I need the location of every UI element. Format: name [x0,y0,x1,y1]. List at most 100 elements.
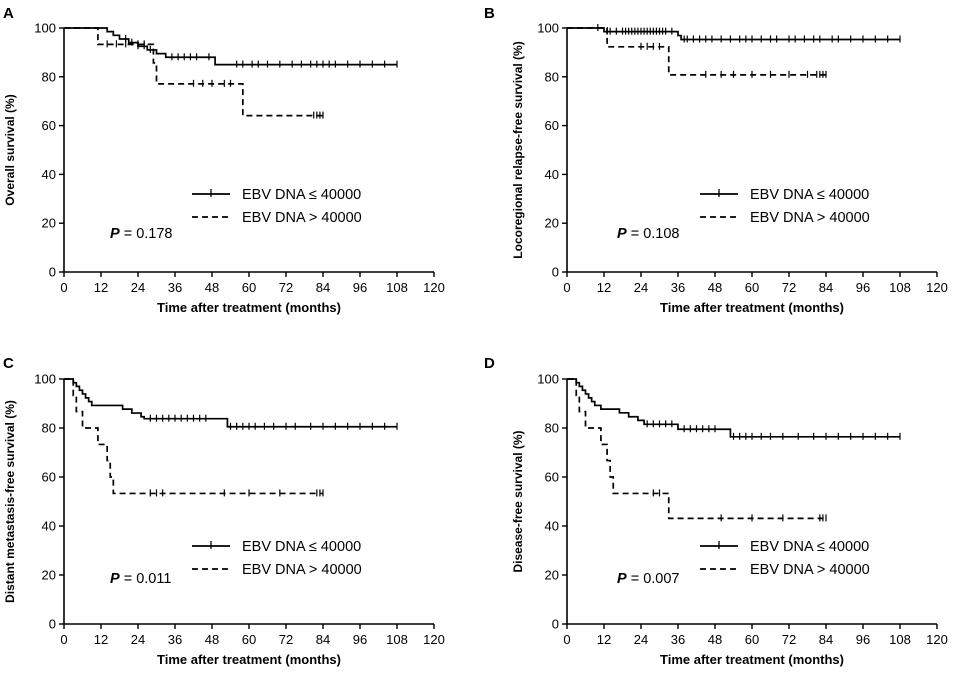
x-tick-label: 72 [279,280,293,295]
y-tick-label: 80 [42,69,56,84]
x-tick-label: 108 [889,632,911,647]
y-axis-label: Disease-free survival (%) [511,430,525,572]
y-tick-label: 80 [42,421,56,436]
series-dashed-line [64,378,323,495]
y-tick-label: 40 [545,167,559,182]
y-tick-label: 40 [545,519,559,534]
panel-letter: D [484,355,495,372]
x-tick-label: 60 [745,280,759,295]
y-axis-label: Locoregional relapse-free survival (%) [511,41,525,258]
x-tick-label: 48 [205,632,219,647]
legend-label-1: EBV DNA ≤ 40000 [750,539,869,555]
legend-label-1: EBV DNA ≤ 40000 [242,187,361,203]
p-value: P = 0.108 [617,226,679,242]
x-tick-label: 36 [671,632,685,647]
p-number: = 0.108 [627,226,680,242]
p-value: P = 0.007 [617,571,679,587]
x-tick-label: 12 [94,280,108,295]
p-value: P = 0.011 [110,571,171,587]
x-tick-label: 60 [242,280,256,295]
legend-label-1: EBV DNA ≤ 40000 [242,539,361,555]
y-tick-label: 20 [42,216,56,231]
x-tick-label: 0 [563,280,570,295]
x-tick-label: 24 [131,632,145,647]
y-tick-label: 40 [42,519,56,534]
series-dashed-line [64,27,323,117]
y-tick-label: 20 [545,568,559,583]
y-tick-label: 0 [49,265,56,280]
x-tick-label: 72 [782,280,796,295]
y-tick-label: 60 [545,118,559,133]
x-tick-label: 72 [782,632,796,647]
p-number: = 0.007 [627,571,680,587]
x-tick-label: 96 [856,632,870,647]
x-tick-label: 120 [423,632,445,647]
panel-letter: A [3,5,14,22]
p-label: P [617,571,627,587]
x-axis-label: Time after treatment (months) [660,300,844,315]
x-tick-label: 84 [819,280,833,295]
panel-letter: C [3,355,14,372]
y-tick-label: 0 [49,617,56,632]
legend-label-2: EBV DNA > 40000 [242,210,362,226]
series-dashed-line [567,378,826,520]
x-axis-label: Time after treatment (months) [660,652,844,667]
y-tick-label: 20 [545,216,559,231]
x-tick-label: 0 [563,632,570,647]
x-tick-label: 0 [60,280,67,295]
y-tick-label: 80 [545,69,559,84]
x-tick-label: 120 [423,280,445,295]
y-tick-label: 100 [34,21,56,36]
y-tick-label: 100 [537,21,559,36]
series-solid-line [64,27,397,66]
x-tick-label: 96 [353,280,367,295]
x-tick-label: 36 [168,280,182,295]
x-tick-label: 36 [168,632,182,647]
legend-label-2: EBV DNA > 40000 [750,210,870,226]
legend-label-2: EBV DNA > 40000 [750,562,870,578]
x-tick-label: 108 [386,632,408,647]
series-solid-line [567,378,900,438]
x-tick-label: 48 [205,280,219,295]
y-tick-label: 100 [34,372,56,387]
x-tick-label: 72 [279,632,293,647]
x-tick-label: 12 [94,632,108,647]
y-tick-label: 100 [537,372,559,387]
x-tick-label: 84 [316,280,330,295]
x-tick-label: 12 [597,632,611,647]
x-tick-label: 96 [353,632,367,647]
x-tick-label: 24 [634,280,648,295]
x-tick-label: 84 [819,632,833,647]
y-tick-label: 60 [42,470,56,485]
series-solid-line [64,378,397,428]
x-axis-label: Time after treatment (months) [157,652,341,667]
x-tick-label: 120 [926,280,948,295]
x-tick-label: 0 [60,632,67,647]
x-axis-label: Time after treatment (months) [157,300,341,315]
x-tick-label: 24 [131,280,145,295]
x-tick-label: 120 [926,632,948,647]
p-label: P [110,571,120,587]
p-value: P = 0.178 [110,226,172,242]
panel-b: B 0 20 40 60 80 100 0 12 24 36 48 60 72 84 96 108 120 Time… [484,5,948,315]
y-tick-label: 20 [42,568,56,583]
legend-label-1: EBV DNA ≤ 40000 [750,187,869,203]
series-dashed-line [567,27,826,76]
p-number: = 0.011 [120,571,172,587]
p-number: = 0.178 [120,226,173,242]
p-label: P [110,226,120,242]
panel-a: A 0 20 40 60 80 100 0 12 24 36 48 60 72 84 96 108 120 Time… [3,5,445,315]
x-tick-label: 96 [856,280,870,295]
y-axis-label: Distant metastasis-free survival (%) [3,400,17,603]
x-tick-label: 36 [671,280,685,295]
x-tick-label: 24 [634,632,648,647]
y-tick-label: 0 [552,617,559,632]
p-label: P [617,226,627,242]
y-tick-label: 80 [545,421,559,436]
x-tick-label: 48 [708,632,722,647]
x-tick-label: 48 [708,280,722,295]
y-tick-label: 40 [42,167,56,182]
x-tick-label: 84 [316,632,330,647]
x-tick-label: 60 [745,632,759,647]
